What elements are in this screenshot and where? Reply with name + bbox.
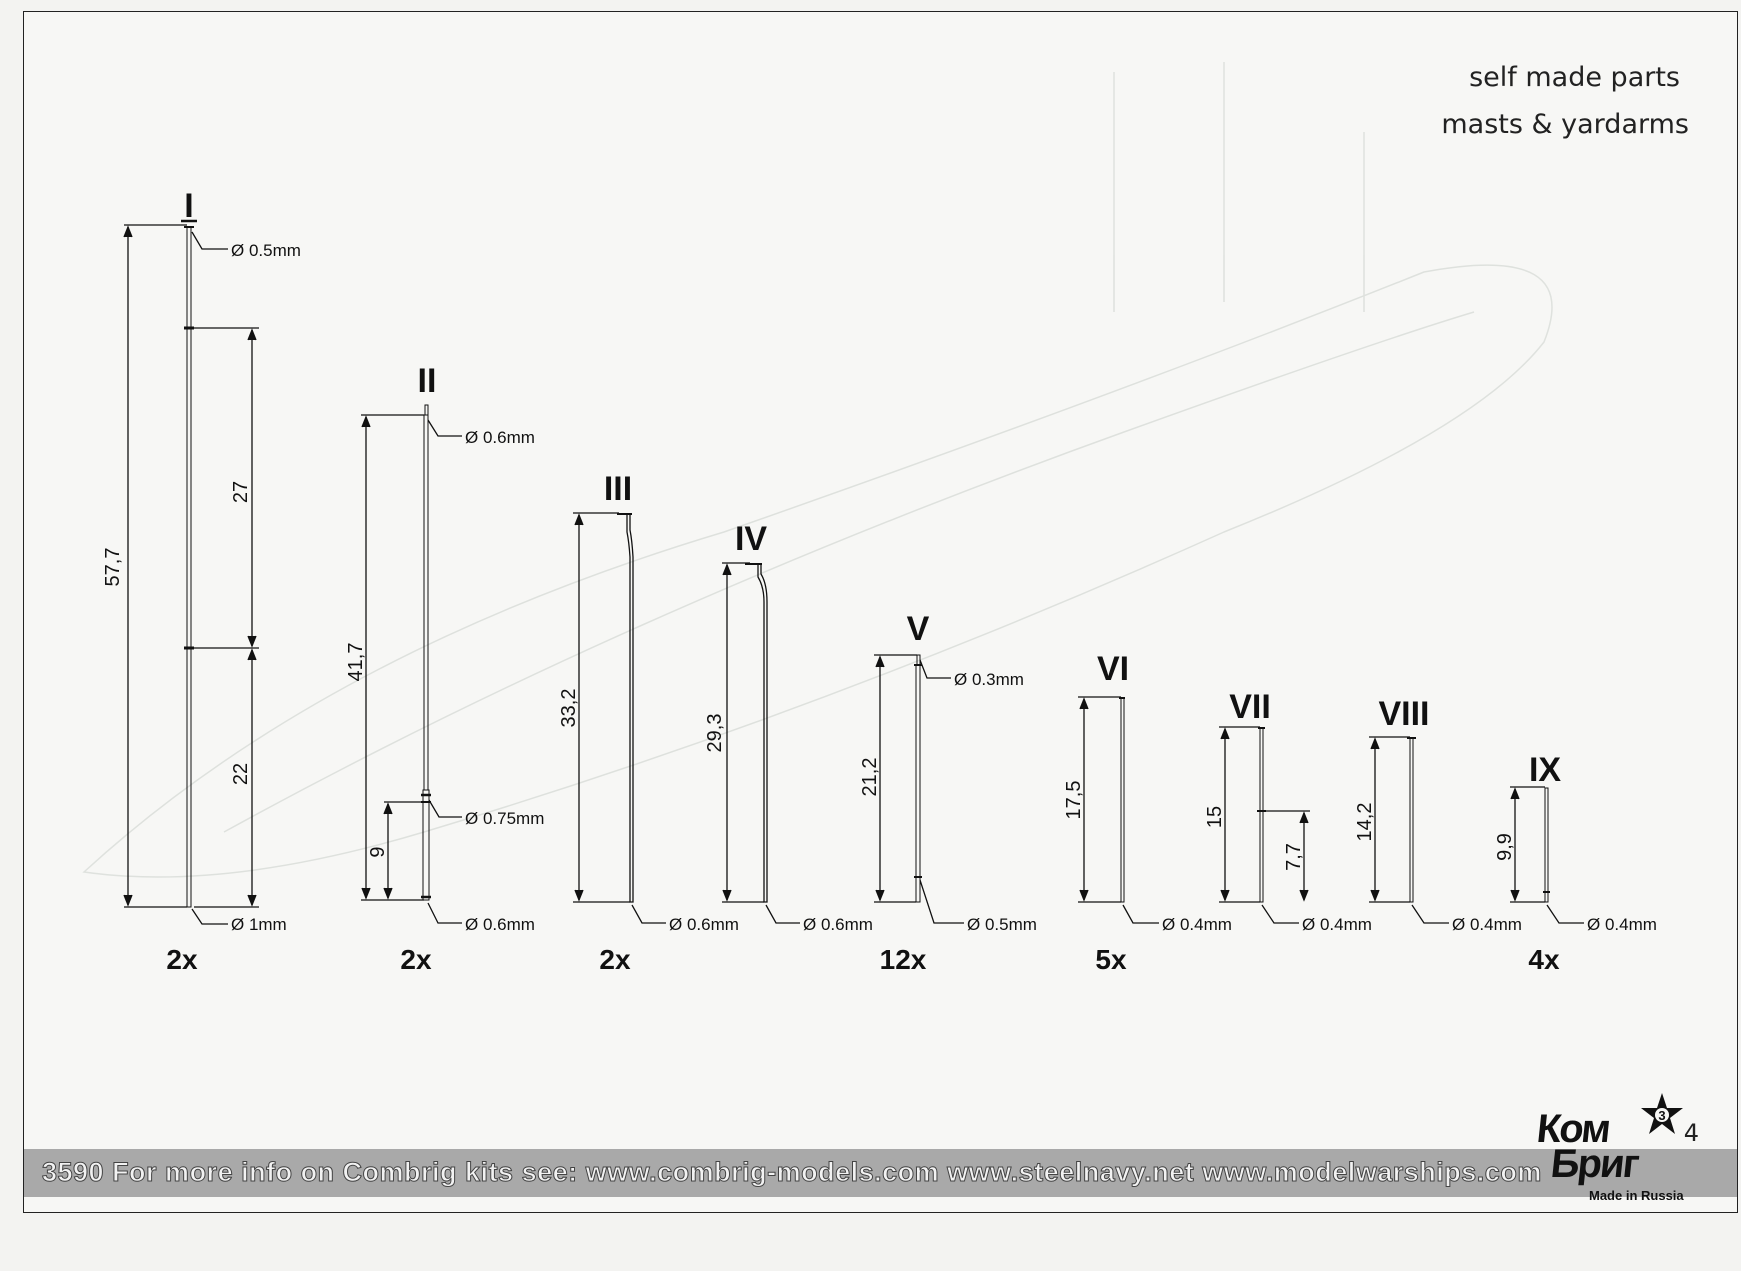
svg-text:14,2: 14,2: [1354, 803, 1376, 842]
part-number-IX: IX: [1529, 751, 1561, 789]
combrig-logo: Ком Бриг 3 Made in Russia: [1529, 1087, 1689, 1207]
part-VIII: VIII 14,2 Ø 0.4mm: [1354, 695, 1522, 934]
part-III: III 33,2 Ø 0.6mm 2x: [558, 470, 739, 975]
svg-text:15: 15: [1204, 806, 1226, 828]
svg-text:Ø 0.6mm: Ø 0.6mm: [465, 428, 535, 447]
part-number-I: I: [184, 187, 193, 225]
footer-bar: 3590 For more info on Combrig kits see: …: [24, 1149, 1737, 1197]
svg-text:Ø 0.5mm: Ø 0.5mm: [231, 241, 301, 260]
part-VI: VI 17,5 Ø 0.4mm 5x: [1063, 650, 1232, 975]
quantity-VI: 5x: [1095, 944, 1127, 975]
instruction-sheet: self made parts masts & yardarms I 57,7: [23, 11, 1738, 1213]
parts-drawing: I 57,7 27 22 Ø 0.5mm Ø: [82, 62, 1657, 975]
svg-text:22: 22: [230, 763, 252, 785]
part-number-VII: VII: [1229, 688, 1271, 726]
svg-text:9,9: 9,9: [1494, 833, 1516, 861]
svg-text:33,2: 33,2: [558, 689, 580, 728]
part-VII: VII 15 7,7 Ø 0.4mm: [1204, 688, 1372, 934]
quantity-II: 2x: [400, 944, 432, 975]
background-ship-sketch: [82, 62, 1553, 878]
svg-text:Ø 0.4mm: Ø 0.4mm: [1452, 915, 1522, 934]
part-number-V: V: [907, 610, 930, 648]
svg-text:Ø 0.6mm: Ø 0.6mm: [803, 915, 873, 934]
svg-text:29,3: 29,3: [704, 714, 726, 753]
part-number-III: III: [604, 470, 632, 508]
logo-word-bottom: Бриг: [1548, 1142, 1640, 1186]
part-number-VI: VI: [1097, 650, 1129, 688]
svg-text:Ø 0.3mm: Ø 0.3mm: [954, 670, 1024, 689]
svg-text:Ø 0.4mm: Ø 0.4mm: [1302, 915, 1372, 934]
quantity-IX: 4x: [1528, 944, 1560, 975]
part-number-IV: IV: [735, 520, 767, 558]
quantity-V: 12x: [880, 944, 927, 975]
part-II: II 41,7 9 Ø 0.6mm Ø 0.75mm Ø 0.6mm 2x: [345, 362, 544, 975]
svg-text:21,2: 21,2: [859, 758, 881, 797]
header-subtitle: masts & yardarms: [1441, 109, 1689, 140]
header-title: self made parts: [1469, 62, 1680, 93]
page-number: 4: [1683, 1119, 1699, 1147]
svg-text:3: 3: [1658, 1108, 1665, 1123]
part-V: V 21,2 Ø 0.3mm Ø 0.5mm 12x: [859, 610, 1037, 975]
part-number-II: II: [418, 362, 437, 400]
svg-text:27: 27: [230, 481, 252, 503]
quantity-III: 2x: [599, 944, 631, 975]
quantity-I: 2x: [166, 944, 198, 975]
svg-text:Ø 1mm: Ø 1mm: [231, 915, 287, 934]
svg-text:7,7: 7,7: [1283, 843, 1305, 871]
star-icon: 3: [1641, 1093, 1683, 1134]
svg-text:41,7: 41,7: [345, 643, 367, 682]
svg-text:Ø 0.6mm: Ø 0.6mm: [465, 915, 535, 934]
svg-text:57,7: 57,7: [102, 548, 124, 587]
part-IX: IX 9,9 Ø 0.4mm 4x: [1494, 751, 1657, 975]
svg-text:Ø 0.5mm: Ø 0.5mm: [967, 915, 1037, 934]
svg-text:9: 9: [367, 846, 389, 857]
svg-text:17,5: 17,5: [1063, 781, 1085, 820]
footer-text: 3590 For more info on Combrig kits see: …: [42, 1157, 1542, 1188]
svg-text:Ø 0.4mm: Ø 0.4mm: [1162, 915, 1232, 934]
part-I: I 57,7 27 22 Ø 0.5mm Ø: [102, 187, 301, 975]
svg-text:Ø 0.75mm: Ø 0.75mm: [465, 809, 544, 828]
svg-text:Ø 0.6mm: Ø 0.6mm: [669, 915, 739, 934]
logo-tagline: Made in Russia: [1589, 1188, 1684, 1203]
part-IV: IV 29,3 Ø 0.6mm: [704, 520, 873, 934]
svg-text:Ø 0.4mm: Ø 0.4mm: [1587, 915, 1657, 934]
part-number-VIII: VIII: [1378, 695, 1429, 733]
